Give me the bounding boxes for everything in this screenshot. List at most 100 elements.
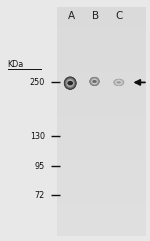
Bar [57,156,146,160]
Ellipse shape [92,80,97,83]
Bar [57,53,146,57]
Bar [57,106,146,110]
Bar [57,167,146,171]
Bar [57,72,146,76]
Bar [57,163,146,167]
Text: B: B [92,11,99,21]
Ellipse shape [118,82,120,83]
Ellipse shape [90,77,99,86]
Ellipse shape [94,81,95,82]
Bar [57,56,146,61]
Bar [57,201,146,206]
Ellipse shape [115,80,122,85]
Ellipse shape [93,80,96,82]
Bar [57,98,146,103]
Ellipse shape [91,79,98,84]
Ellipse shape [64,76,77,90]
Ellipse shape [92,79,97,84]
Ellipse shape [65,78,75,88]
Ellipse shape [68,80,73,86]
Bar [57,11,146,15]
Bar [57,182,146,187]
Bar [57,7,146,11]
Ellipse shape [92,80,97,83]
Bar [57,136,146,141]
Ellipse shape [116,80,122,84]
Ellipse shape [68,81,73,86]
Ellipse shape [93,80,96,83]
Bar [57,91,146,95]
Text: 250: 250 [30,78,45,87]
Bar [57,22,146,26]
Ellipse shape [67,81,73,86]
Bar [57,217,146,221]
Ellipse shape [91,78,98,85]
Ellipse shape [69,82,71,84]
Ellipse shape [70,82,71,84]
Bar [57,186,146,190]
Bar [57,117,146,122]
Ellipse shape [65,78,75,89]
Ellipse shape [68,81,72,85]
Ellipse shape [92,80,97,83]
Ellipse shape [65,77,76,89]
Bar [57,178,146,183]
Ellipse shape [117,81,121,84]
Bar [57,194,146,198]
Bar [57,14,146,19]
Ellipse shape [116,81,121,84]
Ellipse shape [66,79,74,87]
Ellipse shape [64,77,76,90]
Bar [57,60,146,65]
Ellipse shape [90,78,99,85]
Ellipse shape [66,79,74,87]
Ellipse shape [93,80,96,83]
Ellipse shape [92,79,97,84]
Ellipse shape [115,80,122,85]
Ellipse shape [90,78,99,85]
Text: 95: 95 [35,162,45,171]
Ellipse shape [65,78,75,88]
Bar [57,148,146,152]
Ellipse shape [92,79,97,84]
Ellipse shape [69,82,72,84]
Bar [57,94,146,99]
Text: C: C [116,11,123,21]
Bar [57,102,146,107]
Ellipse shape [117,81,120,83]
Ellipse shape [118,81,120,83]
Bar [57,171,146,175]
Ellipse shape [94,81,95,82]
Text: 72: 72 [35,191,45,200]
Ellipse shape [90,77,99,86]
Ellipse shape [118,82,119,83]
Bar [57,133,146,137]
Bar [57,213,146,217]
Bar [57,7,146,236]
Ellipse shape [93,80,96,83]
Ellipse shape [113,79,124,86]
Ellipse shape [66,79,75,88]
Bar [57,129,146,133]
Bar [57,30,146,34]
Bar [57,79,146,84]
Ellipse shape [114,79,124,86]
Ellipse shape [117,81,120,83]
Ellipse shape [67,80,73,86]
Bar [57,110,146,114]
Ellipse shape [67,79,74,87]
Ellipse shape [91,78,98,85]
Ellipse shape [69,82,72,85]
Ellipse shape [114,79,123,85]
Bar [57,221,146,225]
Ellipse shape [118,82,120,83]
Ellipse shape [94,81,95,82]
Ellipse shape [93,80,96,83]
Ellipse shape [68,81,72,85]
Ellipse shape [118,82,120,83]
Bar [57,190,146,194]
Bar [57,159,146,164]
Text: A: A [68,11,75,21]
Ellipse shape [91,78,98,85]
Bar [57,209,146,213]
